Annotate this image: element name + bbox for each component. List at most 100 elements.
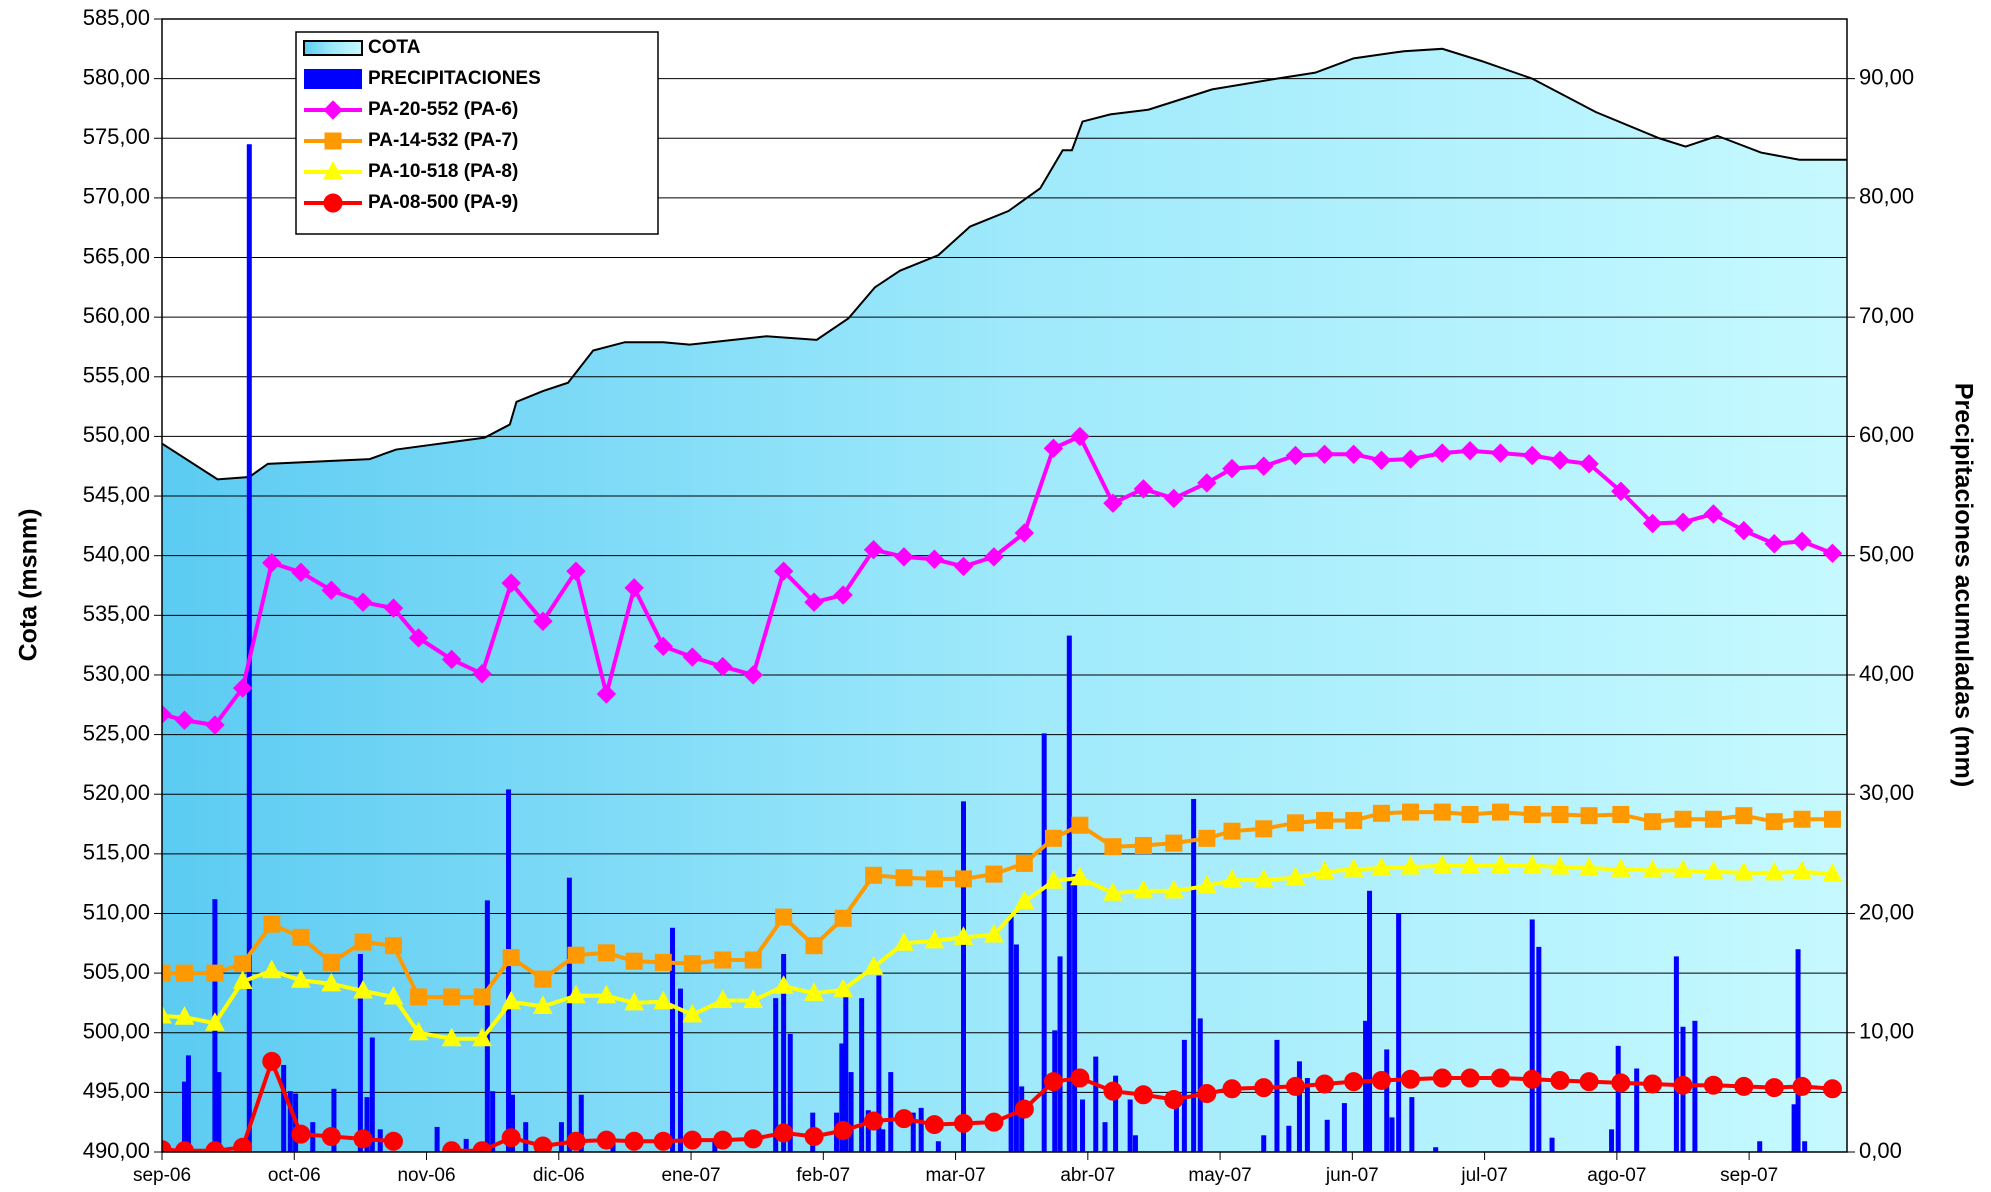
marker: [894, 932, 914, 951]
marker: [925, 870, 943, 888]
precip-bar: [960, 801, 966, 1152]
marker: [566, 1131, 586, 1151]
marker: [533, 995, 553, 1014]
marker: [953, 556, 974, 577]
precip-bar: [310, 1122, 316, 1152]
precip-bar: [1549, 1137, 1555, 1152]
marker: [501, 990, 521, 1010]
marker: [1223, 822, 1241, 840]
marker: [1610, 858, 1631, 877]
y-tick-label: 535,00: [83, 601, 150, 626]
precip-bar: [787, 1033, 793, 1152]
marker: [1344, 1072, 1364, 1092]
marker: [1222, 869, 1242, 888]
marker: [624, 1131, 644, 1151]
marker: [1765, 813, 1783, 831]
precip-bar: [331, 1088, 337, 1152]
precip-bar: [1409, 1097, 1415, 1152]
precip-bar: [216, 1072, 222, 1152]
x-tick-label: sep-07: [1720, 1165, 1778, 1186]
marker: [1163, 879, 1184, 899]
precip-bar: [1324, 1119, 1330, 1152]
marker: [682, 647, 703, 667]
marker: [1611, 481, 1631, 501]
x-tick-label: feb-07: [796, 1165, 850, 1186]
marker: [1550, 1070, 1570, 1090]
marker: [1314, 444, 1335, 465]
y2-tick-label: 70,00: [1859, 303, 1914, 328]
marker: [232, 970, 253, 989]
marker: [262, 1051, 282, 1071]
y-tick-label: 495,00: [83, 1078, 150, 1103]
marker: [175, 964, 193, 982]
legend-label: PA-14-532 (PA-7): [368, 130, 518, 151]
marker: [863, 956, 884, 975]
precip-bar: [1615, 1045, 1621, 1152]
precip-bar: [1132, 1135, 1138, 1152]
precip-bar: [1634, 1068, 1640, 1152]
y-tick-label: 520,00: [83, 780, 150, 805]
precip-bar: [1261, 1135, 1267, 1152]
precip-bar: [185, 1055, 191, 1152]
y-tick-label: 525,00: [83, 720, 150, 745]
marker: [1642, 859, 1663, 879]
y-tick-label: 545,00: [83, 482, 150, 507]
marker: [321, 1126, 341, 1146]
precip-bar: [1019, 1086, 1025, 1152]
marker: [1134, 836, 1152, 854]
marker: [1255, 820, 1273, 838]
y2-axis-label: Precipitaciones acumuladas (mm): [1949, 383, 1977, 787]
marker: [865, 866, 883, 884]
y-tick-label: 550,00: [83, 422, 150, 447]
precip-bar: [364, 1097, 370, 1152]
precip-bar: [566, 877, 572, 1152]
y-tick-label: 500,00: [83, 1019, 150, 1044]
marker: [353, 592, 373, 612]
marker: [1673, 1075, 1693, 1095]
marker: [1734, 861, 1754, 881]
marker: [1044, 829, 1062, 847]
marker: [1164, 1090, 1184, 1110]
precip-bar: [1757, 1141, 1763, 1152]
cota-line: [162, 47, 1847, 481]
marker: [1734, 1076, 1754, 1096]
marker: [1792, 531, 1812, 552]
marker: [774, 1123, 794, 1143]
marker: [1197, 1084, 1217, 1104]
marker: [262, 553, 282, 573]
y2-tick-label: 30,00: [1859, 780, 1914, 805]
legend-label: COTA: [368, 37, 421, 58]
precip-bar: [1197, 1018, 1203, 1152]
marker: [533, 1136, 553, 1152]
precip-bar: [918, 1107, 924, 1152]
y2-tick-label: 50,00: [1859, 541, 1914, 566]
marker: [1703, 504, 1724, 524]
precip-bar: [1389, 1117, 1395, 1152]
marker: [501, 573, 521, 593]
precip-bar: [1363, 1020, 1369, 1152]
marker: [653, 1131, 673, 1151]
precip-bar: [1274, 1039, 1280, 1152]
precip-bar: [578, 1094, 584, 1152]
marker: [1703, 860, 1724, 880]
marker: [775, 908, 793, 926]
marker: [1043, 1072, 1063, 1092]
marker: [1285, 445, 1306, 466]
marker: [1104, 838, 1122, 856]
marker: [833, 585, 853, 605]
marker: [1490, 443, 1511, 463]
marker: [1402, 803, 1420, 821]
marker: [1734, 520, 1754, 541]
precip-bar: [1433, 1147, 1439, 1152]
marker: [1764, 534, 1784, 554]
marker: [653, 990, 674, 1010]
y-tick-label: 505,00: [83, 959, 150, 984]
marker: [1165, 834, 1183, 852]
marker: [533, 611, 553, 631]
marker: [1522, 1069, 1542, 1089]
marker: [292, 928, 310, 946]
marker: [804, 592, 824, 612]
marker: [1103, 1081, 1123, 1101]
marker: [1014, 1099, 1034, 1119]
marker: [1316, 811, 1334, 829]
